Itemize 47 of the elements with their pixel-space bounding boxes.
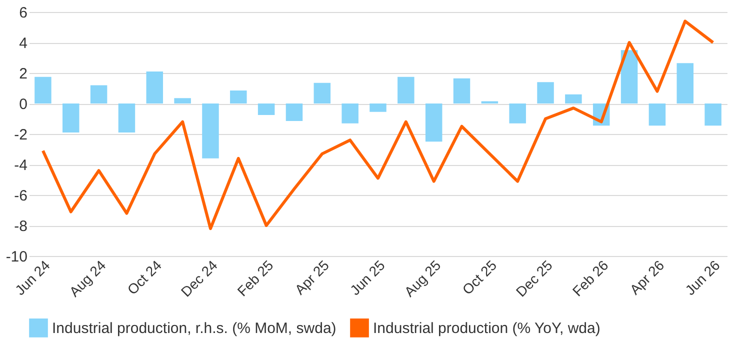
bar	[565, 94, 582, 104]
bar	[90, 85, 108, 104]
x-tick-label: Jun 25	[346, 256, 388, 298]
bar	[342, 104, 358, 124]
bar	[648, 104, 666, 126]
y-tick-label: -4	[14, 157, 28, 174]
y-tick-label: 6	[19, 4, 28, 22]
x-tick-label: Apr 25	[292, 256, 332, 298]
bar	[62, 104, 80, 132]
bar	[286, 104, 303, 122]
bar	[370, 104, 386, 112]
x-tick-label: Aug 24	[66, 256, 109, 300]
y-tick-label: -2	[14, 126, 28, 144]
bar	[202, 104, 219, 158]
bar	[146, 71, 164, 104]
x-tick-label: Dec 24	[178, 256, 221, 300]
x-tick-label: Feb 25	[234, 256, 276, 300]
y-tick-label: -8	[14, 218, 28, 235]
bar	[676, 63, 694, 104]
x-tick-label: Jun 26	[682, 256, 724, 298]
bar	[620, 50, 638, 104]
bar	[118, 104, 136, 132]
legend-label: Industrial production (% YoY, wda)	[373, 320, 600, 337]
x-tick-label: Apr 26	[626, 256, 668, 298]
y-tick-label: -6	[14, 188, 28, 204]
bar	[704, 104, 722, 126]
y-tick-label: 2	[19, 66, 28, 82]
y-tick-label: 0	[19, 96, 28, 113]
bar	[509, 104, 526, 124]
bar	[314, 82, 331, 104]
bar	[398, 76, 414, 104]
line-series	[41, 20, 715, 230]
bar	[537, 82, 554, 104]
x-tick-label: Dec 25	[512, 256, 556, 300]
bar	[453, 78, 470, 104]
bar	[174, 98, 191, 104]
x-tick-label: Feb 26	[569, 256, 612, 300]
bar	[425, 104, 442, 142]
bar	[34, 76, 52, 104]
bar	[258, 104, 275, 115]
x-tick-label: Aug 25	[401, 256, 444, 300]
x-tick-label: Oct 25	[459, 256, 500, 298]
y-tick-label: 4	[19, 35, 28, 52]
y-tick-label: -10	[6, 248, 28, 266]
bar	[230, 90, 247, 104]
x-tick-label: Oct 24	[124, 256, 165, 298]
legend-label: Industrial production, r.h.s. (% MoM, swda)	[52, 320, 336, 337]
